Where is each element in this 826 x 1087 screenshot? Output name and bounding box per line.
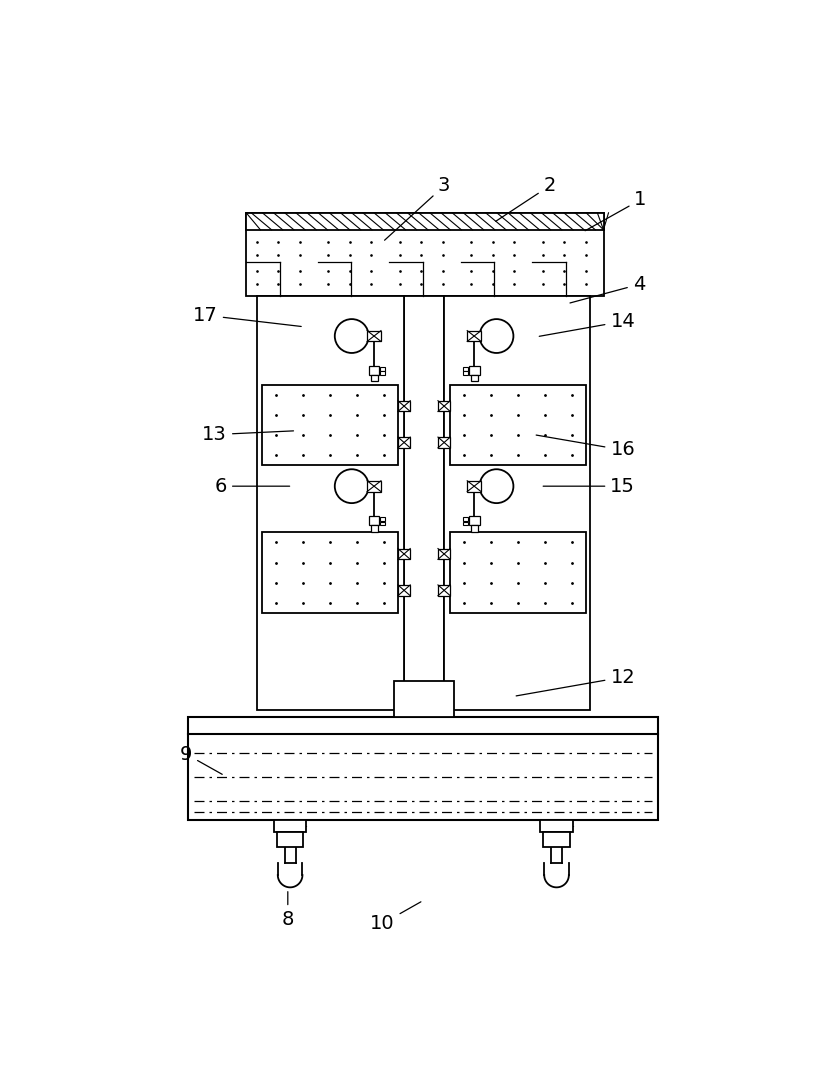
Bar: [263, 385, 398, 465]
Bar: [394, 680, 454, 717]
Bar: [277, 832, 303, 847]
Bar: [398, 401, 411, 412]
Text: 13: 13: [202, 425, 293, 445]
Text: 3: 3: [385, 176, 450, 240]
Bar: [540, 820, 572, 832]
Bar: [246, 213, 604, 296]
Bar: [257, 296, 404, 710]
Bar: [371, 525, 377, 532]
Bar: [463, 517, 468, 521]
Circle shape: [335, 470, 368, 503]
Bar: [263, 533, 398, 613]
Text: 4: 4: [570, 275, 645, 303]
Text: 15: 15: [544, 477, 635, 496]
Bar: [367, 330, 381, 341]
Bar: [274, 820, 306, 832]
Text: 16: 16: [536, 435, 635, 460]
Bar: [404, 296, 444, 715]
Bar: [463, 366, 468, 371]
Bar: [246, 213, 604, 229]
Bar: [398, 437, 411, 448]
Text: 12: 12: [516, 667, 635, 696]
Bar: [463, 522, 468, 525]
Bar: [544, 832, 570, 847]
Bar: [438, 585, 450, 596]
Bar: [469, 366, 480, 375]
Text: 10: 10: [370, 902, 421, 933]
Bar: [371, 375, 377, 382]
Circle shape: [480, 470, 514, 503]
Text: 1: 1: [585, 190, 647, 230]
Bar: [380, 517, 385, 521]
Circle shape: [335, 320, 368, 353]
Bar: [438, 437, 450, 448]
Bar: [380, 522, 385, 525]
Bar: [380, 372, 385, 375]
Bar: [368, 366, 379, 375]
Text: 8: 8: [282, 891, 294, 929]
Bar: [188, 717, 658, 820]
Bar: [398, 549, 411, 560]
Text: 2: 2: [496, 176, 556, 222]
Circle shape: [480, 320, 514, 353]
Text: 14: 14: [539, 312, 635, 336]
Bar: [398, 585, 411, 596]
Bar: [468, 330, 481, 341]
Text: 6: 6: [215, 477, 290, 496]
Bar: [438, 549, 450, 560]
Bar: [463, 372, 468, 375]
Bar: [450, 533, 586, 613]
Bar: [380, 366, 385, 371]
Bar: [471, 375, 477, 382]
Bar: [469, 516, 480, 525]
Text: 17: 17: [193, 305, 301, 326]
Bar: [444, 296, 591, 710]
Bar: [367, 480, 381, 491]
Text: 9: 9: [180, 745, 222, 774]
Bar: [438, 401, 450, 412]
Bar: [368, 516, 379, 525]
Bar: [450, 385, 586, 465]
Bar: [471, 525, 477, 532]
Bar: [468, 480, 481, 491]
